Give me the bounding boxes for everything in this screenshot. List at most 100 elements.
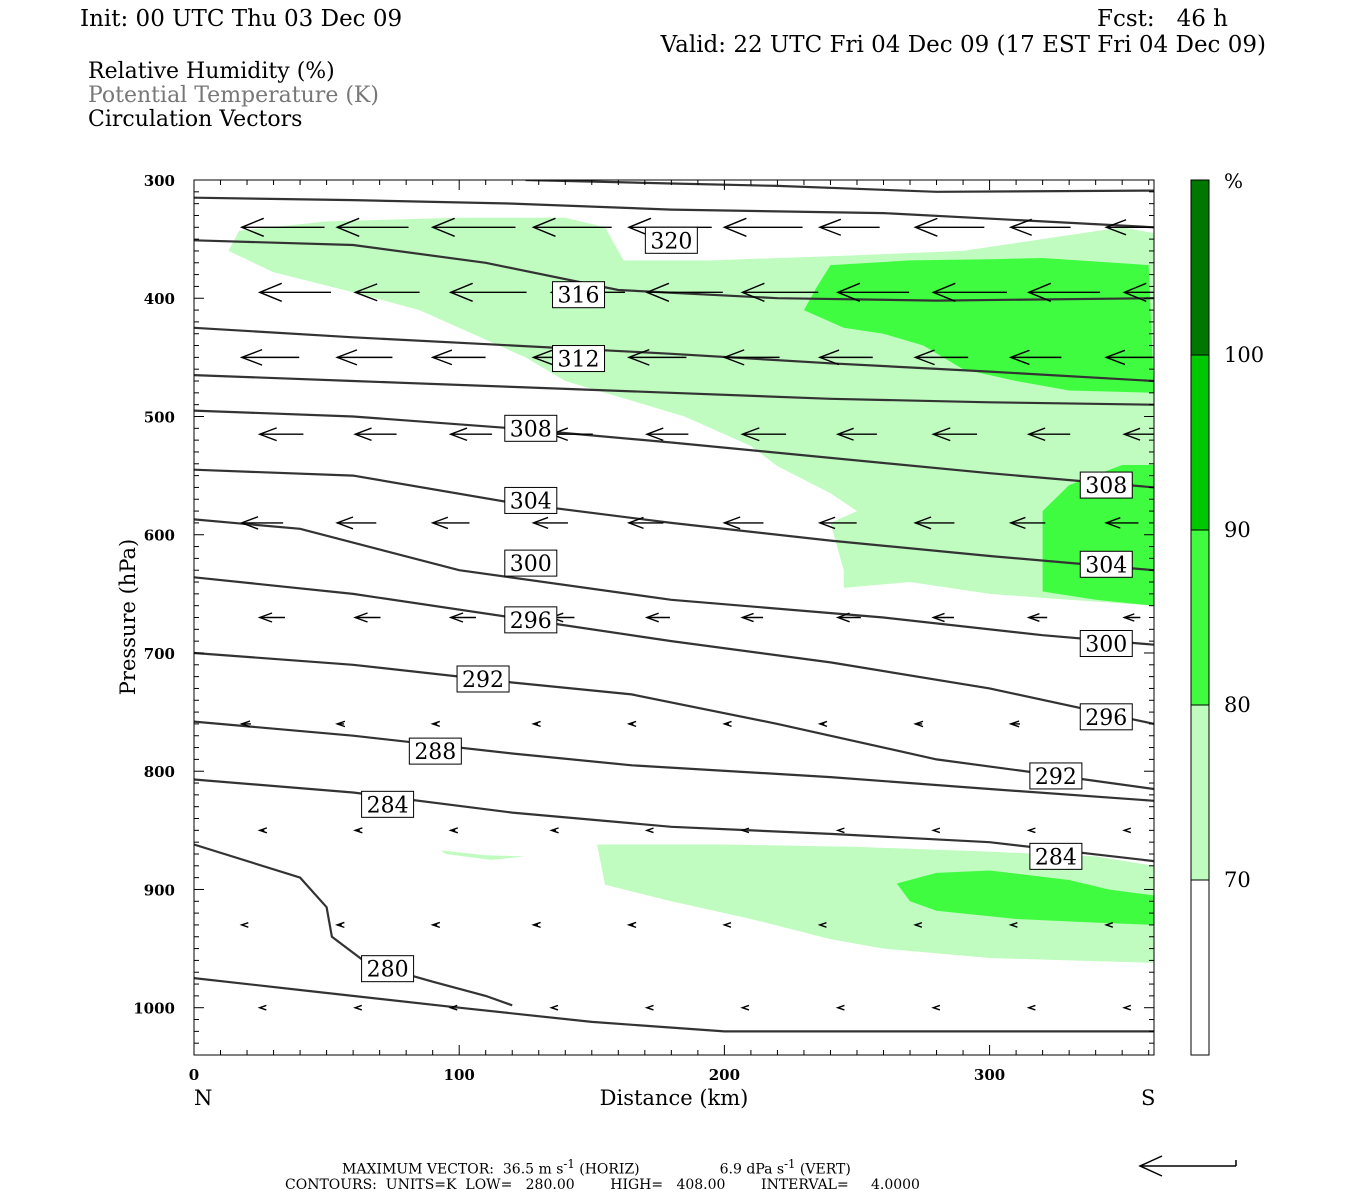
theta-contour-284-11 xyxy=(194,778,1154,863)
vector-arrow xyxy=(430,217,516,237)
vector-head xyxy=(626,921,637,929)
colorbar-segment xyxy=(1190,879,1210,1056)
vector-head xyxy=(531,217,556,237)
vector-arrow xyxy=(931,612,955,623)
vector-head xyxy=(1122,427,1141,441)
vector-arrow xyxy=(257,827,268,834)
contour-label-box xyxy=(1079,550,1133,578)
vector-arrow xyxy=(448,1004,458,1011)
contour-label-box xyxy=(504,606,558,634)
vector-head xyxy=(627,217,652,237)
contour-label-text: 284 xyxy=(367,793,409,818)
vector-arrow xyxy=(645,282,723,302)
vector-head xyxy=(1008,720,1020,728)
vector-arrow xyxy=(913,922,923,928)
y-tick-label: 400 xyxy=(144,290,175,308)
vector-arrow xyxy=(817,218,880,236)
vector-head xyxy=(257,427,277,442)
vector-arrow xyxy=(239,922,249,928)
vector-arrow xyxy=(913,349,969,366)
vector-arrow xyxy=(549,427,593,442)
contour-label-text: 320 xyxy=(650,229,692,254)
contour-label-box xyxy=(361,790,415,818)
vector-arrow xyxy=(931,282,1007,302)
vector-head xyxy=(239,922,249,928)
vector-head xyxy=(722,922,732,928)
vector-arrow xyxy=(549,827,559,834)
vector-arrow xyxy=(239,217,325,237)
vector-head xyxy=(931,827,941,834)
vector-arrow xyxy=(740,427,787,442)
y-tick-label: 700 xyxy=(144,645,175,663)
y-tick-label: 500 xyxy=(144,408,175,426)
vector-arrow xyxy=(644,1004,654,1011)
contour-label-text: 304 xyxy=(1085,553,1127,578)
vector-arrow xyxy=(430,720,441,728)
contour-label: 284 xyxy=(361,790,415,818)
vector-arrow xyxy=(1008,218,1071,236)
vector-arrow xyxy=(257,612,286,623)
vector-arrow xyxy=(740,612,764,623)
vector-head xyxy=(353,283,378,302)
vector-arrow xyxy=(722,349,780,366)
vector-head xyxy=(913,217,938,237)
vector-head xyxy=(913,922,923,928)
vector-head xyxy=(1122,613,1135,622)
vector-arrow xyxy=(430,921,441,929)
colorbar-tick-label: 70 xyxy=(1224,868,1251,892)
x-end-right: S xyxy=(1141,1086,1155,1110)
contour-label: 300 xyxy=(1079,630,1133,658)
theta-contour-308-5 xyxy=(194,409,1154,489)
vector-arrow xyxy=(913,217,985,237)
vector-head xyxy=(740,1004,750,1011)
rh-region-4 xyxy=(440,850,526,860)
vector-arrow xyxy=(1122,282,1154,302)
reference-vector xyxy=(1138,1155,1237,1177)
vector-head xyxy=(1122,827,1132,834)
vector-arrow xyxy=(1122,1004,1132,1011)
vector-head xyxy=(740,427,760,442)
vector-arrow xyxy=(335,921,345,929)
vector-head xyxy=(835,827,845,834)
vector-arrow xyxy=(531,921,541,929)
vector-arrow xyxy=(239,348,300,366)
theta-contour-316-3 xyxy=(194,326,1154,383)
vector-head xyxy=(1104,219,1127,236)
vector-head xyxy=(531,720,541,728)
vector-head xyxy=(1026,1004,1036,1011)
contour-label-text: 280 xyxy=(367,958,409,983)
vector-head xyxy=(335,720,346,728)
vector-arrow xyxy=(531,720,541,728)
contour-label-text: 288 xyxy=(414,740,456,765)
field-rh: Relative Humidity (%) xyxy=(88,59,335,84)
contour-label-text: 292 xyxy=(462,668,504,693)
vector-arrow xyxy=(430,516,470,530)
vector-head xyxy=(239,516,259,530)
vector-head xyxy=(644,427,664,442)
vector-head xyxy=(430,921,441,929)
vector-head xyxy=(1008,349,1030,366)
vector-head xyxy=(1104,922,1114,928)
vector-arrow xyxy=(817,720,828,728)
theta-contour-296-8 xyxy=(194,576,1154,725)
vector-head xyxy=(644,1004,654,1011)
vector-head xyxy=(835,612,850,623)
vector-head xyxy=(931,612,945,623)
vector-arrow xyxy=(835,612,861,623)
vector-head xyxy=(626,348,650,366)
vector-head xyxy=(531,516,549,530)
colorbar-segment xyxy=(1190,179,1210,356)
vector-arrow xyxy=(740,827,750,834)
vector-head xyxy=(913,516,932,530)
y-tick-label: 600 xyxy=(144,527,175,545)
vector-head xyxy=(913,349,935,366)
x-tick-label: 200 xyxy=(709,1066,740,1084)
contour-label-text: 292 xyxy=(1035,765,1077,790)
vector-arrow xyxy=(239,720,251,728)
vector-head xyxy=(722,720,732,728)
contour-label-box xyxy=(644,226,698,254)
vector-arrow xyxy=(722,922,732,928)
y-tick-label: 300 xyxy=(144,172,175,190)
vector-arrow xyxy=(1122,427,1154,441)
contour-label-text: 296 xyxy=(1085,706,1127,731)
